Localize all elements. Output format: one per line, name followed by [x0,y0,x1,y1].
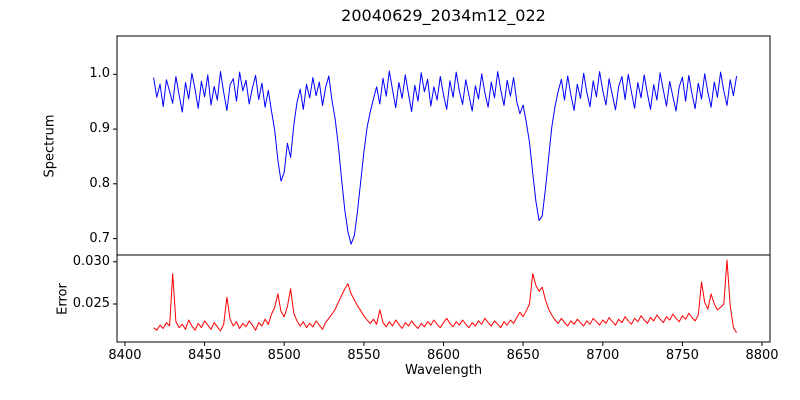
x-tick-label: 8500 [267,348,301,363]
error-axes-frame [116,254,771,343]
y-tick-label: 0.025 [72,295,110,311]
y-tick-label: 1.0 [89,66,110,82]
y-tick-label: 0.8 [89,175,110,191]
spectrum-axes-frame [116,35,771,256]
x-tick-label: 8400 [108,348,142,363]
y-tick-label: 0.7 [89,230,110,246]
x-tick-label: 8750 [665,348,699,363]
x-tick-label: 8700 [586,348,620,363]
x-tick-label: 8450 [188,348,222,363]
y-tick-label: 0.9 [89,121,110,137]
spectrum-line [153,70,738,245]
x-tick-label: 8800 [745,348,779,363]
x-tick-label: 8600 [426,348,461,363]
x-tick-label: 8550 [347,348,381,363]
x-tick-label: 8650 [506,348,540,363]
y-tick-label: 0.030 [72,253,110,269]
chart-title: 20040629_2034m12_022 [341,6,546,25]
error-line [153,259,738,333]
x-axis-label: Wavelength [404,363,483,378]
spectrum-y-axis-label: Spectrum [42,114,58,178]
